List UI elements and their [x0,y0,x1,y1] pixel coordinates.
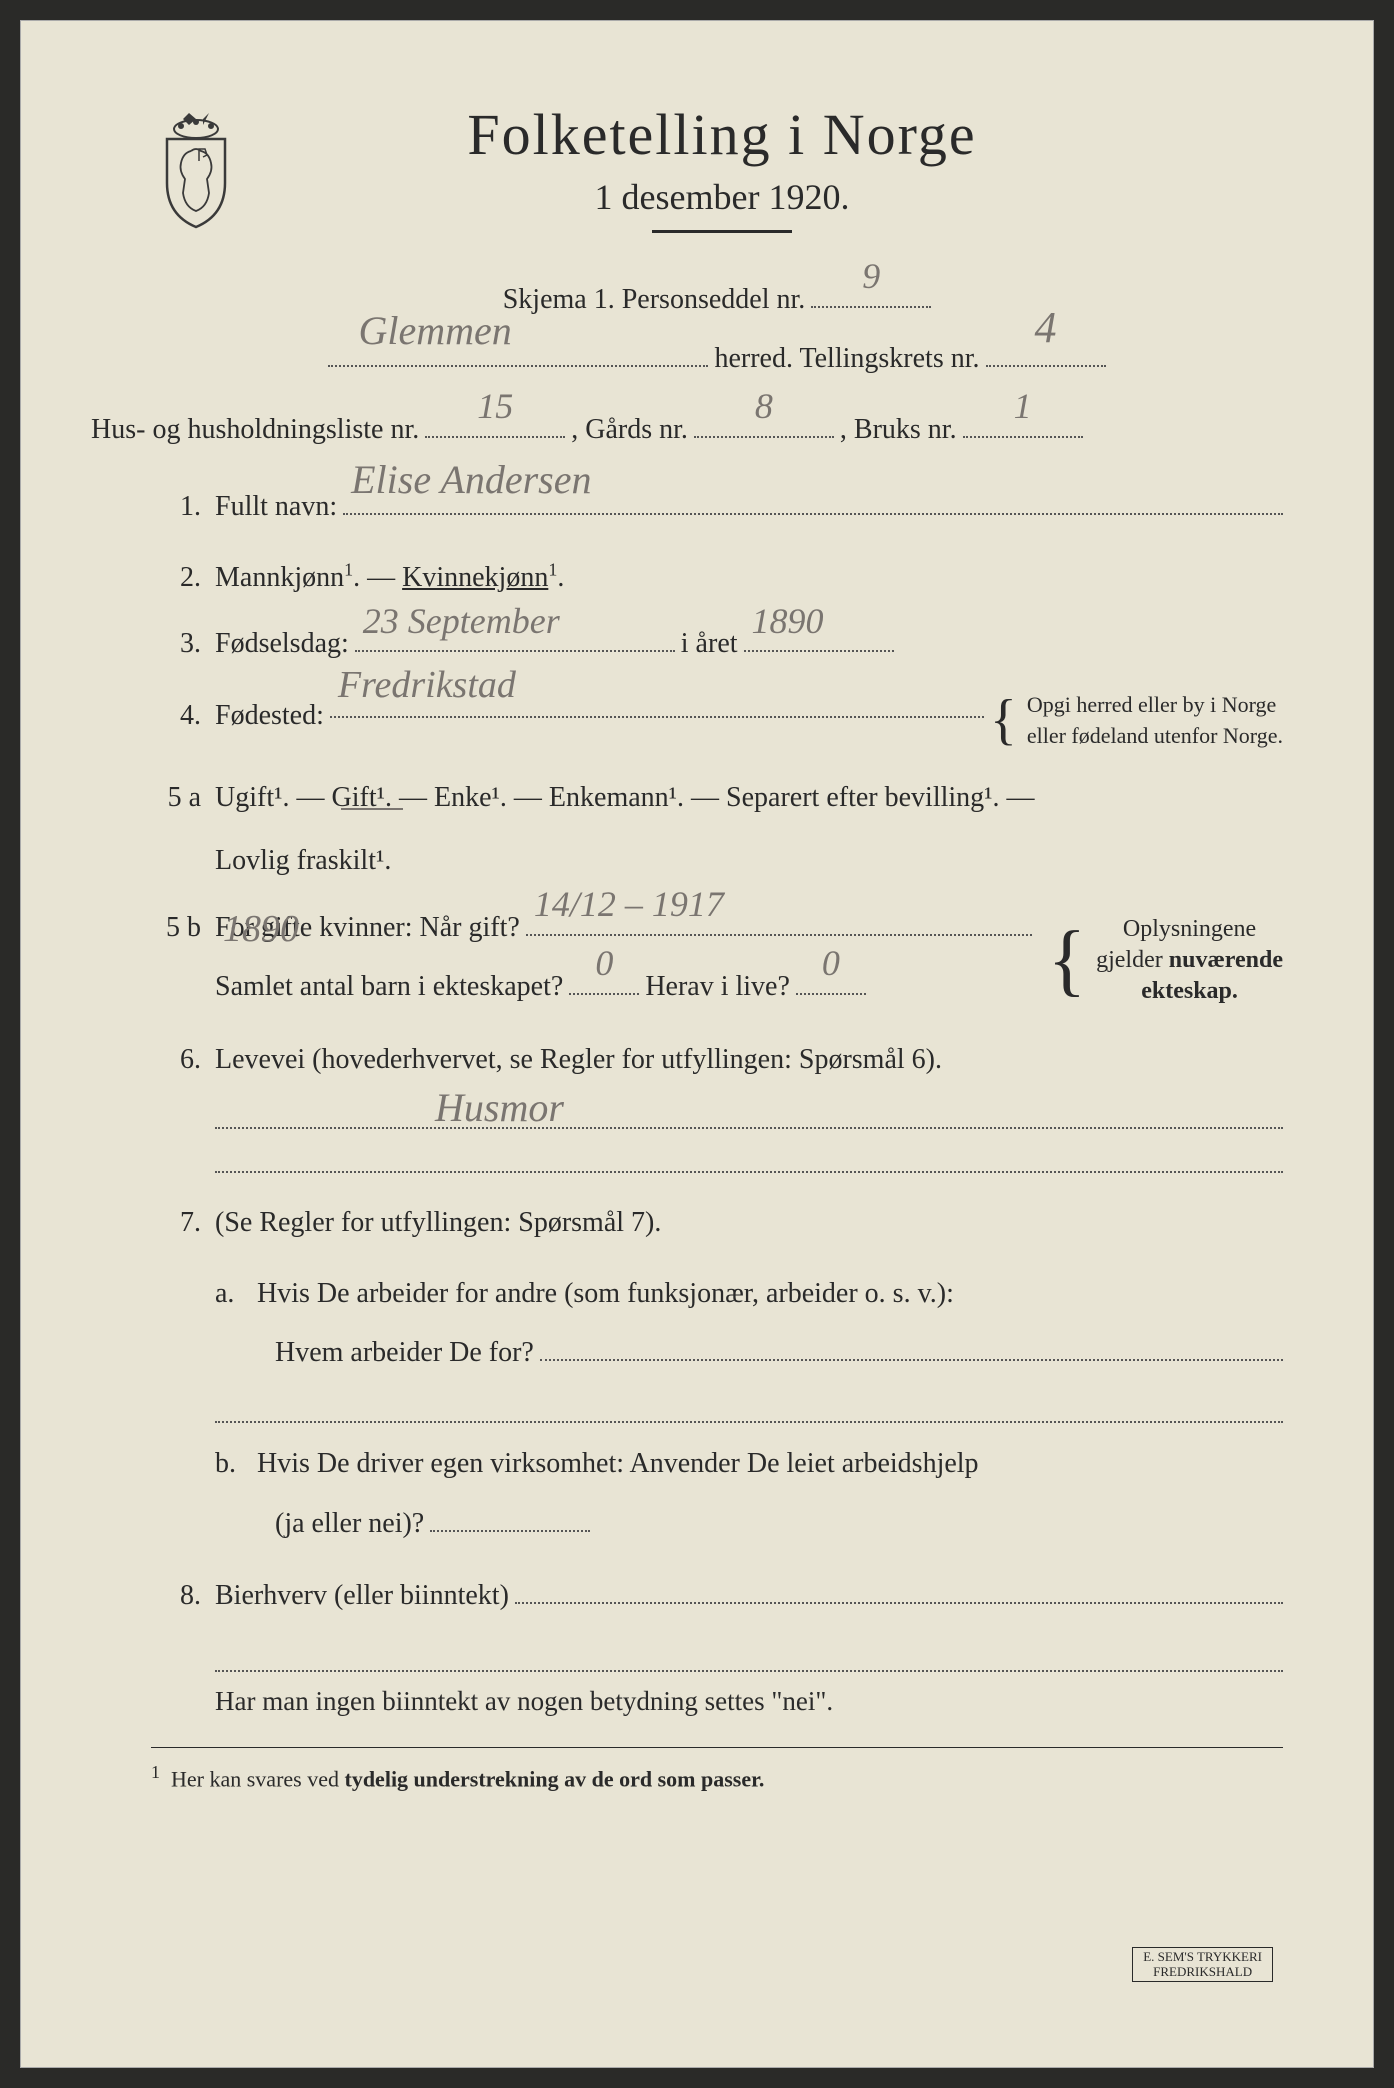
q6: 6. Levevei (hovederhvervet, se Regler fo… [151,1034,1283,1086]
q7-label: (Se Regler for utfyllingen: Spørsmål 7). [215,1197,1283,1249]
tellingskrets-nr: 4 [1035,286,1057,370]
q7: 7. (Se Regler for utfyllingen: Spørsmål … [151,1197,1283,1556]
q7-num: 7. [151,1207,201,1239]
q5b-label-c: Herav i live? [645,960,790,1013]
title-block: Folketelling i Norge 1 desember 1920. [271,101,1283,253]
q5a-text2: Lovlig fraskilt¹. [215,835,1283,887]
hus-line: Hus- og husholdningsliste nr. 15 , Gårds… [91,403,1283,456]
q5b-barn: 0 [595,929,613,997]
q8-num: 8. [151,1580,201,1612]
q7b: b. Hvis De driver egen virksomhet: Anven… [215,1437,1283,1490]
q8-note: Har man ingen biinntekt av nogen betydni… [215,1686,1283,1717]
q4-num: 4. [151,700,201,732]
q8: 8. Bierhverv (eller biinntekt) [151,1570,1283,1628]
footnote-text: Her kan svares ved tydelig understreknin… [171,1766,764,1791]
q3-label-a: Fødselsdag: [215,618,349,670]
gift-underline [341,808,403,810]
footer: 1 Her kan svares ved tydelig understrekn… [151,1747,1283,1792]
q7a: a. Hvis De arbeider for andre (som funks… [215,1267,1283,1320]
q4: 4. Fødested: Fredrikstad { Opgi herred e… [151,690,1283,758]
footnote-num: 1 [151,1762,160,1782]
subtitle: 1 desember 1920. [271,176,1173,218]
q3: 3. Fødselsdag: 23 September i året 1890 [151,618,1283,676]
printer-b: FREDRIKSHALD [1143,1965,1262,1979]
q7b-label-a: Hvis De driver egen virksomhet: Anvender… [257,1437,979,1490]
q7a-label-b: Hvem arbeider De for? [275,1326,534,1379]
q6-blank-line [215,1147,1283,1173]
hus-nr: 15 [477,372,513,440]
header: Folketelling i Norge 1 desember 1920. [151,101,1283,253]
q7a-label-a: Hvis De arbeider for andre (som funksjon… [257,1267,954,1320]
q3-num: 3. [151,628,201,660]
census-form-page: Folketelling i Norge 1 desember 1920. Sk… [20,20,1374,2068]
herred-value: Glemmen [358,293,511,369]
q6-label: Levevei (hovederhvervet, se Regler for u… [215,1034,1283,1086]
q5b-live: 0 [822,929,840,997]
q3-day: 23 September [363,588,560,655]
q7a-blank-line [215,1397,1283,1423]
schema-label: Skjema 1. Personseddel nr. [503,273,806,326]
gards-nr: 8 [755,372,773,440]
printer-mark: E. SEM'S TRYKKERI FREDRIKSHALD [1132,1947,1273,1982]
coat-of-arms-icon [151,111,241,231]
q1-num: 1. [151,491,201,523]
printer-a: E. SEM'S TRYKKERI [1143,1950,1262,1964]
q8-label: Bierhverv (eller biinntekt) [215,1570,509,1622]
q3-year: 1890 [752,588,824,655]
q6-value: Husmor [435,1084,564,1131]
q4-note-block: { Opgi herred eller by i Norge eller fød… [990,690,1283,752]
q5b-note-c: ekteskap. [1096,976,1283,1007]
q1-value: Elise Andersen [351,443,591,517]
divider [652,230,792,233]
q3-label-b: i året [681,618,738,670]
q5a-text: Ugift¹. — Gift¹. — Enke¹. — Enkemann¹. —… [215,772,1283,824]
bruks-label: , Bruks nr. [840,403,957,456]
q5b-gift-extra: 1890 [223,893,1212,958]
q5b-label-b: Samlet antal barn i ekteskapet? [215,960,563,1013]
q8-blank-line [215,1646,1283,1672]
q2: 2. Mannkjønn1. — Kvinnekjønn1. [151,552,1283,604]
q5b: 5 b For gifte kvinner: Når gift? 14/12 –… [151,901,1283,1019]
q6-num: 6. [151,1044,201,1076]
personseddel-nr: 9 [862,242,880,310]
q2-num: 2. [151,562,201,594]
form-id-block: Skjema 1. Personseddel nr. 9 Glemmen her… [151,273,1283,385]
q5b-num: 5 b [151,912,201,944]
q4-value: Fredrikstad [338,650,516,720]
main-title: Folketelling i Norge [271,101,1173,168]
q1: 1. Fullt navn: Elise Andersen [151,481,1283,539]
q2-male: Mannkjønn [215,562,344,593]
q6-answer-line: Husmor [215,1103,1283,1129]
q4-note-a: Opgi herred eller by i Norge [1027,690,1283,721]
q5a-num: 5 a [151,782,201,814]
bruks-nr: 1 [1014,372,1032,440]
q4-label: Fødested: [215,690,324,742]
q7b-label-b: (ja eller nei)? [275,1497,424,1550]
q1-label: Fullt navn: [215,481,337,533]
q4-note-b: eller fødeland utenfor Norge. [1027,721,1283,752]
